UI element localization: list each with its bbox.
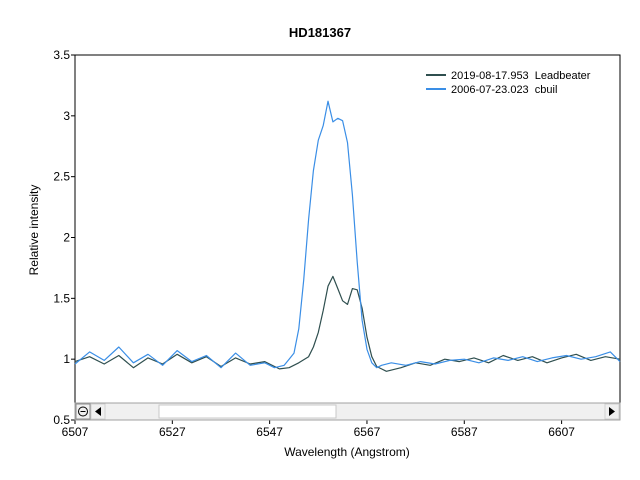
x-axis-ticks: 6507 6527 6547 6567 6587 6607 xyxy=(62,420,575,439)
chart-title: HD181367 xyxy=(289,25,351,40)
y-tick-label: 3.5 xyxy=(53,48,70,62)
x-tick-label: 6527 xyxy=(159,425,186,439)
x-tick-label: 6607 xyxy=(548,425,575,439)
series-line-2 xyxy=(74,100,621,369)
horizontal-scrollbar[interactable] xyxy=(74,402,621,421)
x-tick-label: 6507 xyxy=(62,425,89,439)
x-tick-label: 6567 xyxy=(354,425,381,439)
x-tick-label: 6587 xyxy=(451,425,478,439)
plot-area xyxy=(74,54,621,421)
y-tick-label: 1.5 xyxy=(53,291,70,305)
x-axis-label: Wavelength (Angstrom) xyxy=(284,445,410,459)
legend-label-2: 2006-07-23.023 cbuil xyxy=(451,84,557,96)
y-tick-label: 0.5 xyxy=(53,413,70,427)
scrollbar-thumb[interactable] xyxy=(158,404,337,419)
series-line-1 xyxy=(74,275,621,372)
y-tick-label: 1 xyxy=(63,352,70,366)
scrollbar-track[interactable] xyxy=(74,402,621,421)
y-tick-label: 2.5 xyxy=(53,170,70,184)
y-axis-ticks: 0.5 1 1.5 2 2.5 3 3.5 xyxy=(53,48,75,427)
y-axis-label: Relative intensity xyxy=(27,185,41,276)
legend: 2019-08-17.953 Leadbeater 2006-07-23.023 … xyxy=(426,70,591,96)
y-tick-label: 2 xyxy=(63,231,70,245)
zoom-out-icon xyxy=(78,406,88,417)
chevron-right-icon xyxy=(609,407,615,416)
legend-label-1: 2019-08-17.953 Leadbeater xyxy=(451,70,591,82)
series-layer xyxy=(74,100,621,372)
x-tick-label: 6547 xyxy=(256,425,283,439)
y-tick-label: 3 xyxy=(63,109,70,123)
chevron-left-icon xyxy=(95,407,101,416)
